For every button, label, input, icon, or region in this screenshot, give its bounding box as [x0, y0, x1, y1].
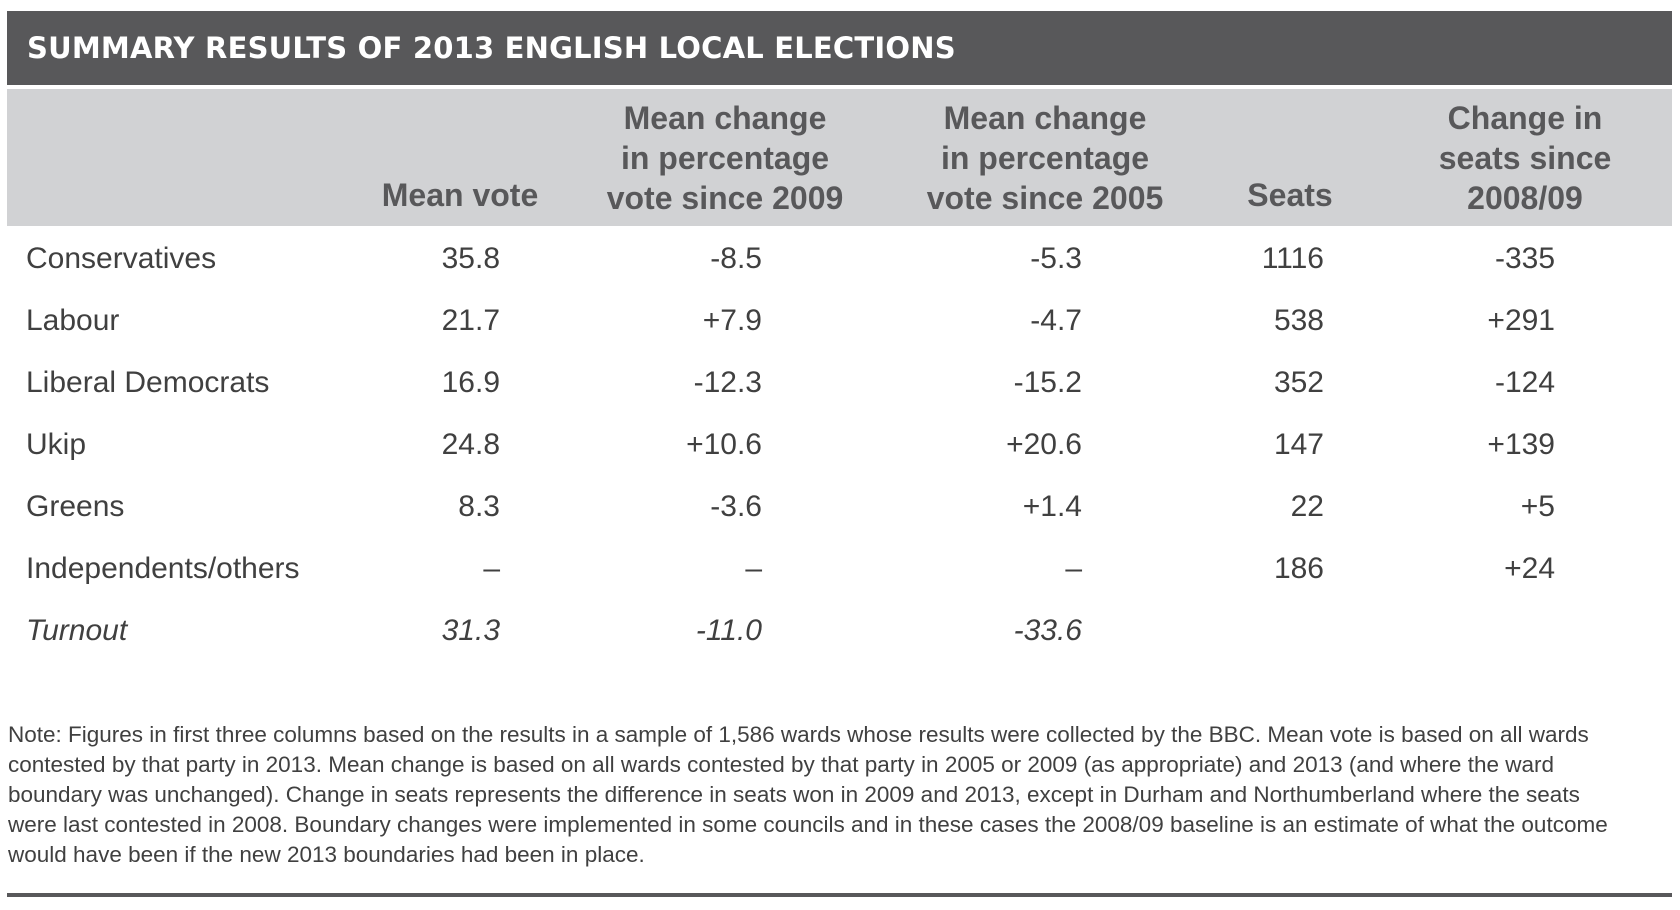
turnout-change-2005: -33.6 [1014, 600, 1082, 662]
change-2009-value: -3.6 [710, 476, 762, 538]
seats-value: 352 [1274, 352, 1324, 414]
change-2009-value: +7.9 [703, 290, 762, 352]
seats-value: 147 [1274, 414, 1324, 476]
change-2005-value: -5.3 [1030, 228, 1082, 290]
turnout-change-2009: -11.0 [696, 600, 762, 662]
table-footnote: Note: Figures in first three columns bas… [8, 720, 1633, 870]
header-seat-change: Change in seats since 2008/09 [1400, 98, 1650, 218]
table-title: SUMMARY RESULTS OF 2013 ENGLISH LOCAL EL… [27, 31, 956, 65]
change-2005-value: -4.7 [1030, 290, 1082, 352]
mean-vote-value: 21.7 [442, 290, 500, 352]
seats-value: 22 [1291, 476, 1324, 538]
turnout-mean-vote: 31.3 [442, 600, 500, 662]
mean-vote-value: 24.8 [442, 414, 500, 476]
change-2009-value: -8.5 [710, 228, 762, 290]
header-mean-vote: Mean vote [350, 175, 570, 215]
mean-vote-value: 16.9 [442, 352, 500, 414]
seat-change-value: +291 [1487, 290, 1555, 352]
seat-change-value: -124 [1495, 352, 1555, 414]
seat-change-value: +139 [1487, 414, 1555, 476]
change-2009-value: +10.6 [686, 414, 762, 476]
table-row: Labour 21.7 +7.9 -4.7 538 +291 [0, 290, 1680, 352]
party-name: Ukip [26, 414, 86, 476]
bottom-divider [7, 893, 1672, 897]
party-name: Labour [26, 290, 119, 352]
change-2005-value: – [1065, 538, 1082, 600]
party-name: Greens [26, 476, 124, 538]
table-row: Ukip 24.8 +10.6 +20.6 147 +139 [0, 414, 1680, 476]
change-2009-value: – [745, 538, 762, 600]
table-row: Liberal Democrats 16.9 -12.3 -15.2 352 -… [0, 352, 1680, 414]
mean-vote-value: 35.8 [442, 228, 500, 290]
mean-vote-value: – [483, 538, 500, 600]
header-change-2005: Mean change in percentage vote since 200… [910, 98, 1180, 218]
table-title-bar: SUMMARY RESULTS OF 2013 ENGLISH LOCAL EL… [7, 11, 1672, 85]
party-name: Independents/others [26, 538, 300, 600]
table-row: Conservatives 35.8 -8.5 -5.3 1116 -335 [0, 228, 1680, 290]
change-2005-value: +1.4 [1023, 476, 1082, 538]
turnout-row: Turnout 31.3 -11.0 -33.6 [0, 600, 1680, 662]
seat-change-value: -335 [1495, 228, 1555, 290]
change-2009-value: -12.3 [694, 352, 762, 414]
change-2005-value: +20.6 [1006, 414, 1082, 476]
header-seats: Seats [1220, 175, 1360, 215]
mean-vote-value: 8.3 [458, 476, 500, 538]
seats-value: 1116 [1262, 228, 1324, 290]
table-row: Independents/others – – – 186 +24 [0, 538, 1680, 600]
change-2005-value: -15.2 [1014, 352, 1082, 414]
seat-change-value: +5 [1521, 476, 1555, 538]
header-change-2009: Mean change in percentage vote since 200… [590, 98, 860, 218]
party-name: Liberal Democrats [26, 352, 269, 414]
turnout-label: Turnout [26, 600, 127, 662]
party-name: Conservatives [26, 228, 216, 290]
seats-value: 538 [1274, 290, 1324, 352]
table-row: Greens 8.3 -3.6 +1.4 22 +5 [0, 476, 1680, 538]
seats-value: 186 [1274, 538, 1324, 600]
seat-change-value: +24 [1504, 538, 1555, 600]
